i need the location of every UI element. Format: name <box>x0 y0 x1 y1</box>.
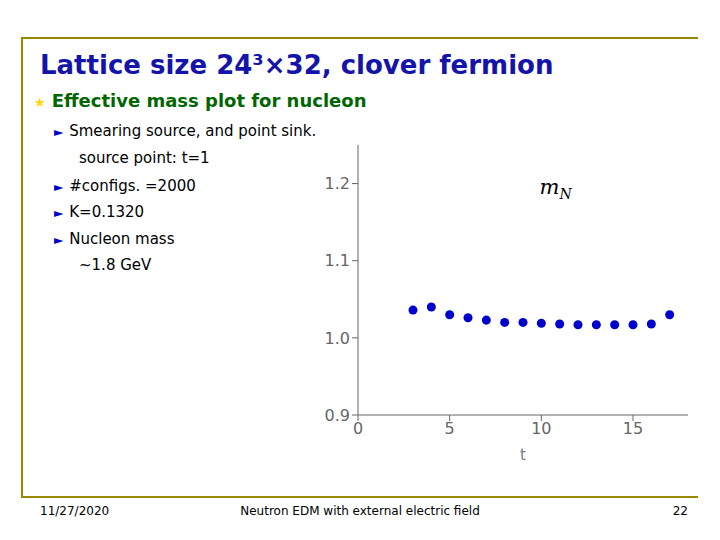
svg-text:5: 5 <box>445 419 455 438</box>
svg-text:t: t <box>520 446 526 464</box>
html-text:Neutron EDM with external elec: Neutron EDM with external electric field <box>240 504 480 518</box>
svg-text:1.2: 1.2 <box>325 174 350 193</box>
svg-text:0.9: 0.9 <box>325 406 350 425</box>
html-text:22: 22 <box>672 504 688 518</box>
html-text:► Nucleon mass: ► Nucleon mass <box>54 230 175 248</box>
html-text:★ Effective mass plot for nucl: ★ Effective mass plot for nucleon <box>34 90 367 111</box>
svg-text:10: 10 <box>531 419 551 438</box>
svg-text:1.0: 1.0 <box>325 329 350 348</box>
html-text:~1.8 GeV: ~1.8 GeV <box>79 255 152 274</box>
svg-text:0: 0 <box>353 419 363 438</box>
html-text:Lattice size 24³×32, clover fe: Lattice size 24³×32, clover fermion <box>40 50 554 80</box>
html-text:► #configs. =2000: ► #configs. =2000 <box>54 176 196 195</box>
svg-text:1.1: 1.1 <box>325 251 350 270</box>
html-text:mN: mN <box>539 175 572 203</box>
html-text:source point: t=1: source point: t=1 <box>79 149 210 168</box>
html-text:► Smearing source, and point s: ► Smearing source, and point sink. <box>54 122 317 140</box>
html-text:11/27/2020: 11/27/2020 <box>40 504 110 518</box>
html-text:► K=0.1320: ► K=0.1320 <box>54 203 145 222</box>
svg-text:15: 15 <box>623 419 643 438</box>
